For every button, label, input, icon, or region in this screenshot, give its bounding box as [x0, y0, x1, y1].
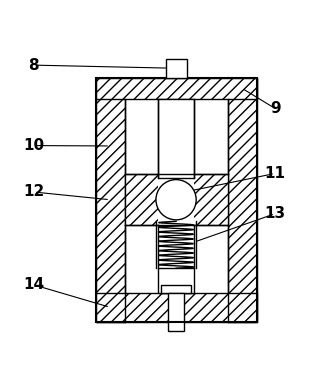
Bar — [96, 78, 124, 322]
Bar — [169, 293, 184, 331]
Bar — [124, 174, 158, 225]
Bar — [161, 285, 192, 293]
Text: 12: 12 — [23, 184, 44, 200]
Text: 9: 9 — [270, 101, 280, 116]
Text: 11: 11 — [265, 166, 286, 181]
Text: 13: 13 — [265, 206, 286, 221]
Bar — [124, 174, 158, 225]
Bar — [227, 78, 256, 322]
Text: 10: 10 — [23, 138, 44, 153]
Bar — [158, 99, 194, 178]
Bar — [166, 59, 186, 78]
Text: 14: 14 — [23, 277, 44, 292]
Bar — [96, 293, 256, 322]
Circle shape — [156, 180, 196, 220]
Bar — [194, 174, 227, 225]
Bar — [156, 222, 196, 268]
Bar — [158, 268, 194, 293]
Bar — [96, 78, 256, 99]
Text: 8: 8 — [28, 58, 39, 73]
Bar — [96, 78, 256, 322]
